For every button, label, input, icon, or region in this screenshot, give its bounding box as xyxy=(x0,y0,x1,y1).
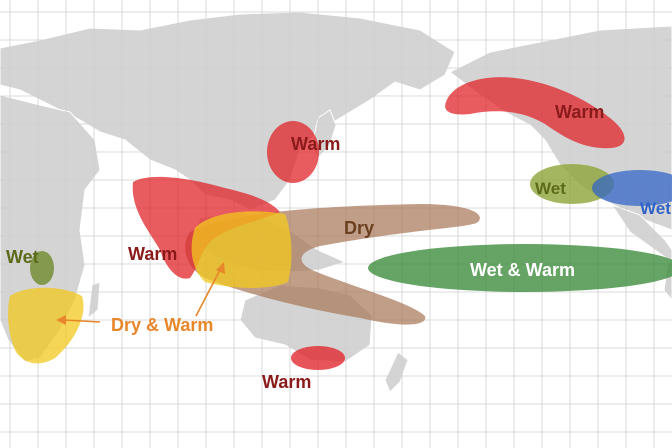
region-dry-warm-maritime xyxy=(192,211,292,288)
label-wet-us-southeast: Wet xyxy=(640,199,671,218)
label-warm-japan: Warm xyxy=(291,134,340,154)
label-wet-warm-pacific: Wet & Warm xyxy=(470,260,575,280)
label-warm-tasman: Warm xyxy=(262,372,311,392)
label-dry-warm-south-africa: Dry & Warm xyxy=(111,315,213,335)
label-wet-east-africa: Wet xyxy=(6,247,39,267)
label-dry-pacific: Dry xyxy=(344,218,374,238)
label-warm-south-asia: Warm xyxy=(128,244,177,264)
label-wet-us-south: Wet xyxy=(535,179,566,198)
label-warm-alaska: Warm xyxy=(555,102,604,122)
region-warm-tasman xyxy=(291,346,345,370)
